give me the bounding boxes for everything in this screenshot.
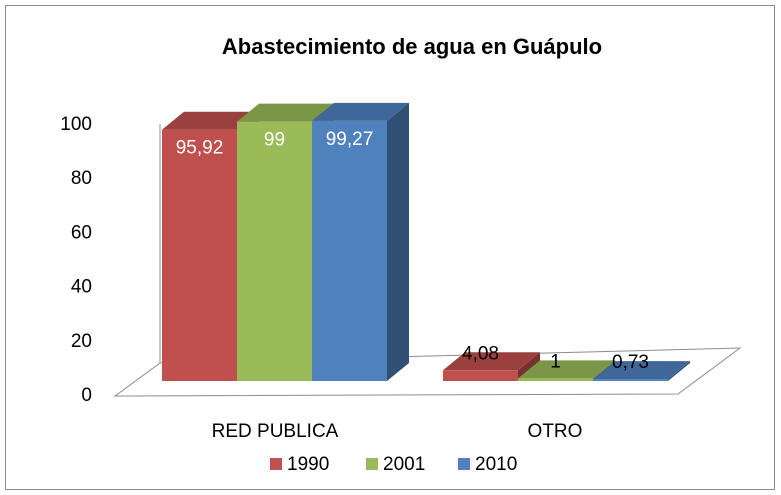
- bar-side: [668, 361, 690, 381]
- legend-swatch: [270, 458, 282, 470]
- bar: [162, 129, 237, 381]
- bar-top: [593, 361, 690, 380]
- bar-side: [387, 102, 409, 381]
- legend-label: 1990: [287, 454, 329, 475]
- data-label: 95,92: [176, 138, 224, 159]
- bar-side: [518, 352, 540, 381]
- bar: [518, 378, 593, 381]
- bar-top: [312, 102, 409, 121]
- bar-top: [237, 103, 334, 122]
- bar-top: [518, 360, 615, 379]
- floor: [113, 347, 742, 397]
- y-tick-label: 80: [71, 168, 92, 189]
- y-tick-label: 20: [71, 331, 92, 352]
- data-label: 1: [550, 351, 561, 372]
- legend-swatch: [458, 458, 470, 470]
- legend-swatch: [366, 458, 378, 470]
- bar: [443, 370, 518, 381]
- data-label: 0,73: [612, 352, 649, 373]
- bar-top: [162, 111, 259, 130]
- bar: [312, 120, 387, 381]
- y-tick-label: 60: [71, 222, 92, 243]
- y-tick-label: 0: [81, 385, 92, 406]
- bar: [237, 121, 312, 382]
- data-label: 99: [264, 130, 285, 151]
- bar: [593, 379, 668, 381]
- legend-label: 2001: [383, 454, 425, 475]
- data-label: 99,27: [326, 129, 374, 150]
- y-tick-label: 40: [71, 277, 92, 298]
- bar-top: [443, 352, 540, 371]
- y-tick-label: 100: [60, 114, 92, 135]
- legend-label: 2010: [475, 454, 517, 475]
- x-tick-label: OTRO: [528, 421, 583, 442]
- chart-title: Abastecimiento de agua en Guápulo: [222, 34, 602, 59]
- x-tick-label: RED PUBLICA: [212, 421, 339, 442]
- data-label: 4,08: [462, 343, 499, 364]
